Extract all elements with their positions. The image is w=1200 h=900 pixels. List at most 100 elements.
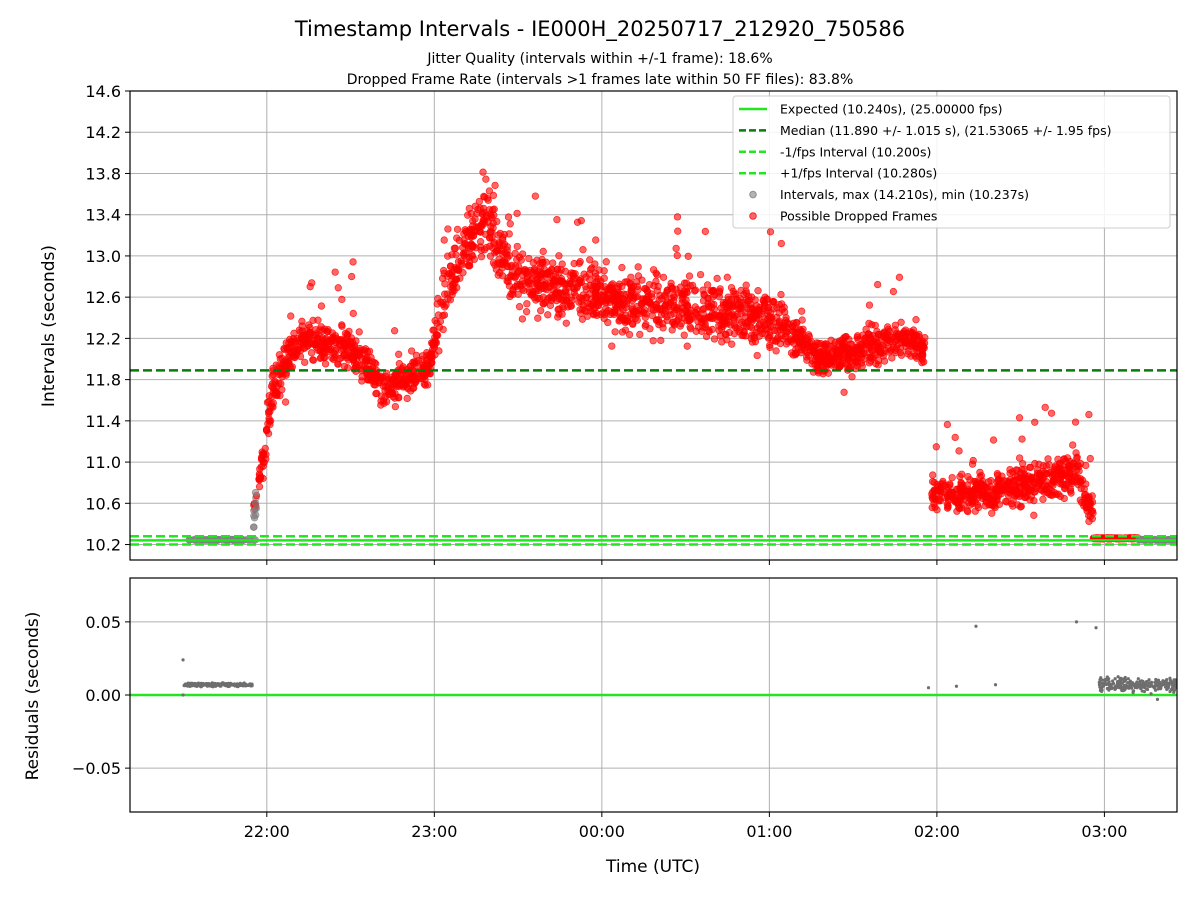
residual-point <box>1104 677 1108 681</box>
top-y-tick-label: 13.0 <box>85 247 121 266</box>
legend-label: +1/fps Interval (10.280s) <box>780 166 937 181</box>
residual-point <box>1111 679 1115 683</box>
top-y-tick-label: 12.2 <box>85 329 121 348</box>
interval-point <box>608 342 616 350</box>
residual-point <box>1156 687 1160 691</box>
interval-point <box>296 346 305 355</box>
interval-point <box>746 323 754 331</box>
interval-point <box>1069 441 1077 449</box>
interval-point <box>897 318 905 326</box>
interval-point <box>1016 491 1024 499</box>
interval-point <box>290 346 299 354</box>
residual-point <box>1140 689 1144 693</box>
interval-point <box>993 469 1002 478</box>
residual-point <box>232 683 237 687</box>
interval-point <box>287 312 295 320</box>
interval-point <box>446 270 454 278</box>
interval-point <box>388 389 397 398</box>
interval-point <box>626 291 635 300</box>
residual-point <box>1147 678 1151 682</box>
interval-point <box>740 290 748 299</box>
interval-point <box>310 340 319 348</box>
residual-point <box>1132 683 1136 688</box>
interval-point <box>627 273 635 281</box>
residual-point <box>1121 688 1125 693</box>
residual-point <box>1165 678 1169 682</box>
interval-point <box>485 206 494 214</box>
interval-point <box>696 270 705 279</box>
interval-point <box>823 340 831 348</box>
residual-point <box>1149 680 1154 684</box>
interval-point <box>492 265 500 273</box>
residual-point <box>1158 680 1162 685</box>
interval-point <box>331 268 339 276</box>
interval-point <box>606 284 614 292</box>
interval-point <box>338 322 346 330</box>
residual-point <box>240 682 244 687</box>
interval-point <box>1047 409 1056 417</box>
interval-point <box>615 280 624 288</box>
interval-point <box>752 306 760 314</box>
interval-point <box>259 474 267 483</box>
interval-point <box>614 288 622 297</box>
interval-point <box>362 357 370 365</box>
residual-point <box>1105 686 1109 691</box>
interval-point <box>390 327 399 335</box>
interval-point <box>634 272 643 280</box>
x-tick-label: 00:00 <box>579 822 625 841</box>
interval-point <box>381 393 389 401</box>
interval-point <box>600 267 608 275</box>
interval-point <box>867 357 875 365</box>
interval-point <box>650 282 658 290</box>
interval-point <box>457 259 466 267</box>
interval-point <box>814 361 822 369</box>
residual-point <box>974 624 978 628</box>
interval-point <box>1085 410 1093 419</box>
interval-point <box>537 281 545 290</box>
residual-point <box>1145 687 1150 692</box>
interval-point <box>603 295 612 303</box>
interval-point <box>667 311 675 319</box>
interval-point <box>401 381 409 389</box>
interval-point <box>576 275 585 283</box>
interval-point <box>641 313 649 322</box>
interval-point <box>513 209 521 218</box>
interval-point <box>1047 480 1055 489</box>
residual-point <box>1098 682 1102 687</box>
interval-point <box>766 341 774 349</box>
x-tick-label: 23:00 <box>411 822 457 841</box>
chart-subtitle-dropped: Dropped Frame Rate (intervals >1 frames … <box>347 72 854 88</box>
interval-point <box>339 346 348 354</box>
interval-point <box>602 258 610 266</box>
interval-point <box>1010 483 1019 491</box>
interval-point <box>1041 403 1049 412</box>
residual-point <box>1099 676 1103 680</box>
interval-point <box>751 338 760 346</box>
interval-point <box>628 304 636 312</box>
x-tick-label: 22:00 <box>244 822 290 841</box>
interval-point <box>592 236 600 244</box>
interval-point <box>355 328 363 336</box>
residual-point <box>1107 680 1111 684</box>
interval-point <box>676 322 684 330</box>
interval-point <box>1004 479 1012 487</box>
interval-point <box>1042 462 1050 470</box>
interval-point <box>865 319 873 328</box>
interval-point <box>518 285 526 293</box>
residual-point <box>1118 684 1122 688</box>
residual-point <box>1105 675 1109 679</box>
interval-point <box>848 373 856 381</box>
interval-point <box>561 267 570 275</box>
interval-point <box>733 310 741 318</box>
interval-point <box>655 320 663 329</box>
interval-point <box>664 286 672 294</box>
interval-point <box>514 290 522 298</box>
interval-point <box>482 211 491 220</box>
interval-point <box>549 259 557 267</box>
interval-point <box>625 330 634 339</box>
interval-point <box>509 285 517 294</box>
interval-point <box>486 228 494 236</box>
interval-point <box>988 509 996 517</box>
interval-point <box>539 258 547 267</box>
